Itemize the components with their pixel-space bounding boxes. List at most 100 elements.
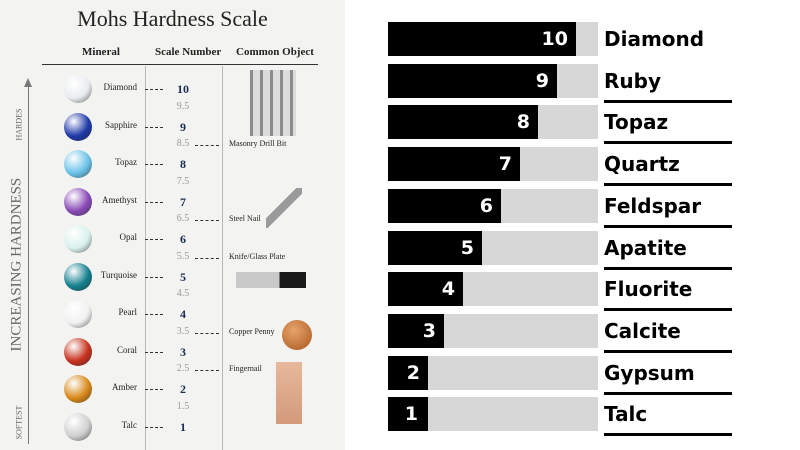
opal-gem-icon xyxy=(64,225,92,253)
scale-number: 5 xyxy=(180,269,186,284)
category-label: Fluorite xyxy=(604,277,693,302)
bar-row: 5 Apatite xyxy=(388,230,733,270)
mineral-column-header: Mineral xyxy=(82,46,120,58)
mineral-row: Turquoise 5 xyxy=(42,262,322,292)
leader-dash xyxy=(145,126,163,128)
bar-row: 3 Calcite xyxy=(388,313,733,353)
half-step-value: 1.5 xyxy=(176,400,190,412)
scale-number: 7 xyxy=(180,194,186,209)
turquoise-gem-icon xyxy=(64,262,92,291)
bar-row: 4 Fluorite xyxy=(388,272,733,312)
bar-row: 9 Ruby xyxy=(388,63,733,103)
category-label: Ruby xyxy=(604,68,661,93)
common-object-label: Copper Penny xyxy=(229,326,275,336)
object-column-header: Common Object xyxy=(236,46,314,58)
mineral-name: Opal xyxy=(119,232,138,242)
category-label: Topaz xyxy=(604,110,669,135)
pearl-icon xyxy=(64,300,92,328)
mineral-name: Pearl xyxy=(118,307,138,317)
topaz-gem-icon xyxy=(64,150,92,178)
bar xyxy=(388,105,538,140)
mineral-name: Amethyst xyxy=(102,194,137,205)
object-leader-dash xyxy=(195,145,219,147)
mineral-name: Turquoise xyxy=(100,269,137,280)
label-underline xyxy=(604,183,732,187)
scale-number: 1 xyxy=(180,419,186,434)
bar-row: 1 Talc xyxy=(388,397,733,437)
mineral-name: Topaz xyxy=(115,157,137,167)
mineral-row: Amber 2 xyxy=(42,374,322,404)
category-label: Apatite xyxy=(604,235,687,260)
object-leader-dash xyxy=(195,370,219,372)
mineral-name: Sapphire xyxy=(105,119,137,130)
mineral-name: Talc xyxy=(121,419,137,430)
common-object-label: Fingernail xyxy=(229,364,262,374)
bar-row: 8 Topaz xyxy=(388,105,733,145)
label-underline xyxy=(604,266,732,270)
category-label: Gypsum xyxy=(604,360,695,385)
scale-number: 10 xyxy=(177,82,189,96)
label-underline xyxy=(604,433,732,437)
mineral-row: Sapphire 9 xyxy=(42,112,322,142)
bar-row: 10 Diamond xyxy=(388,22,733,56)
scale-number: 8 xyxy=(180,157,186,171)
category-label: Feldspar xyxy=(604,193,702,218)
bar-row: 6 Feldspar xyxy=(388,188,733,228)
bar-value-label: 7 xyxy=(498,153,512,176)
mineral-row: Amethyst 7 xyxy=(42,187,322,217)
bar-value-label: 3 xyxy=(422,319,436,342)
mineral-row: Pearl 4 xyxy=(42,299,322,329)
leader-dash xyxy=(145,276,163,278)
scale-column-header: Scale Number xyxy=(155,46,222,58)
mohs-scale-infographic: Mohs Hardness Scale Mineral Scale Number… xyxy=(0,0,345,450)
leader-dash xyxy=(145,389,163,390)
finger-hand-icon xyxy=(276,362,302,424)
steel-nail-icon xyxy=(266,188,302,228)
half-step-value: 6.5 xyxy=(176,213,190,225)
knife-icon xyxy=(236,272,306,288)
leader-dash xyxy=(145,164,163,165)
common-object-label: Steel Nail xyxy=(229,214,261,224)
half-step-value: 9.5 xyxy=(176,100,190,112)
bar-value-label: 6 xyxy=(479,194,493,217)
bar-value-label: 8 xyxy=(516,111,530,134)
half-step-value: 3.5 xyxy=(176,325,190,337)
label-underline xyxy=(604,99,732,103)
arrow-up-icon xyxy=(24,78,32,87)
bar-value-label: 5 xyxy=(460,236,474,259)
sapphire-gem-icon xyxy=(64,112,92,141)
mineral-row: Topaz 8 xyxy=(42,149,322,179)
mineral-row: Opal 6 xyxy=(42,224,322,254)
scale-number: 4 xyxy=(180,307,186,321)
bar-value-label: 10 xyxy=(541,28,568,50)
bar-value-label: 1 xyxy=(404,403,418,426)
column-divider xyxy=(222,66,223,450)
label-underline xyxy=(604,141,732,145)
bar xyxy=(388,355,428,390)
scale-number: 6 xyxy=(180,232,186,246)
category-label: Calcite xyxy=(604,318,681,343)
hardness-axis-line xyxy=(28,84,29,444)
infographic-title: Mohs Hardness Scale xyxy=(77,6,268,31)
bar xyxy=(388,188,501,223)
object-leader-dash xyxy=(195,332,219,334)
leader-dash xyxy=(145,89,163,90)
bar-value-label: 2 xyxy=(406,361,420,384)
mineral-row: Coral 3 xyxy=(42,337,322,367)
category-label: Quartz xyxy=(604,152,680,177)
drill-bits-icon xyxy=(250,70,296,136)
header-divider xyxy=(42,64,318,65)
scale-number: 2 xyxy=(180,382,186,396)
bar xyxy=(388,63,557,98)
hardness-axis-label: INCREASING HARDNESS xyxy=(8,177,25,352)
coral-bead-icon xyxy=(64,337,92,366)
scale-number: 9 xyxy=(180,119,186,134)
object-leader-dash xyxy=(195,220,219,222)
scale-number: 3 xyxy=(180,344,186,359)
mineral-row: Diamond 10 xyxy=(42,74,322,104)
bar-row: 7 Quartz xyxy=(388,147,733,187)
half-step-value: 2.5 xyxy=(176,363,190,375)
label-underline xyxy=(604,224,732,228)
bar xyxy=(388,313,444,348)
bar-row: 2 Gypsum xyxy=(388,355,733,395)
